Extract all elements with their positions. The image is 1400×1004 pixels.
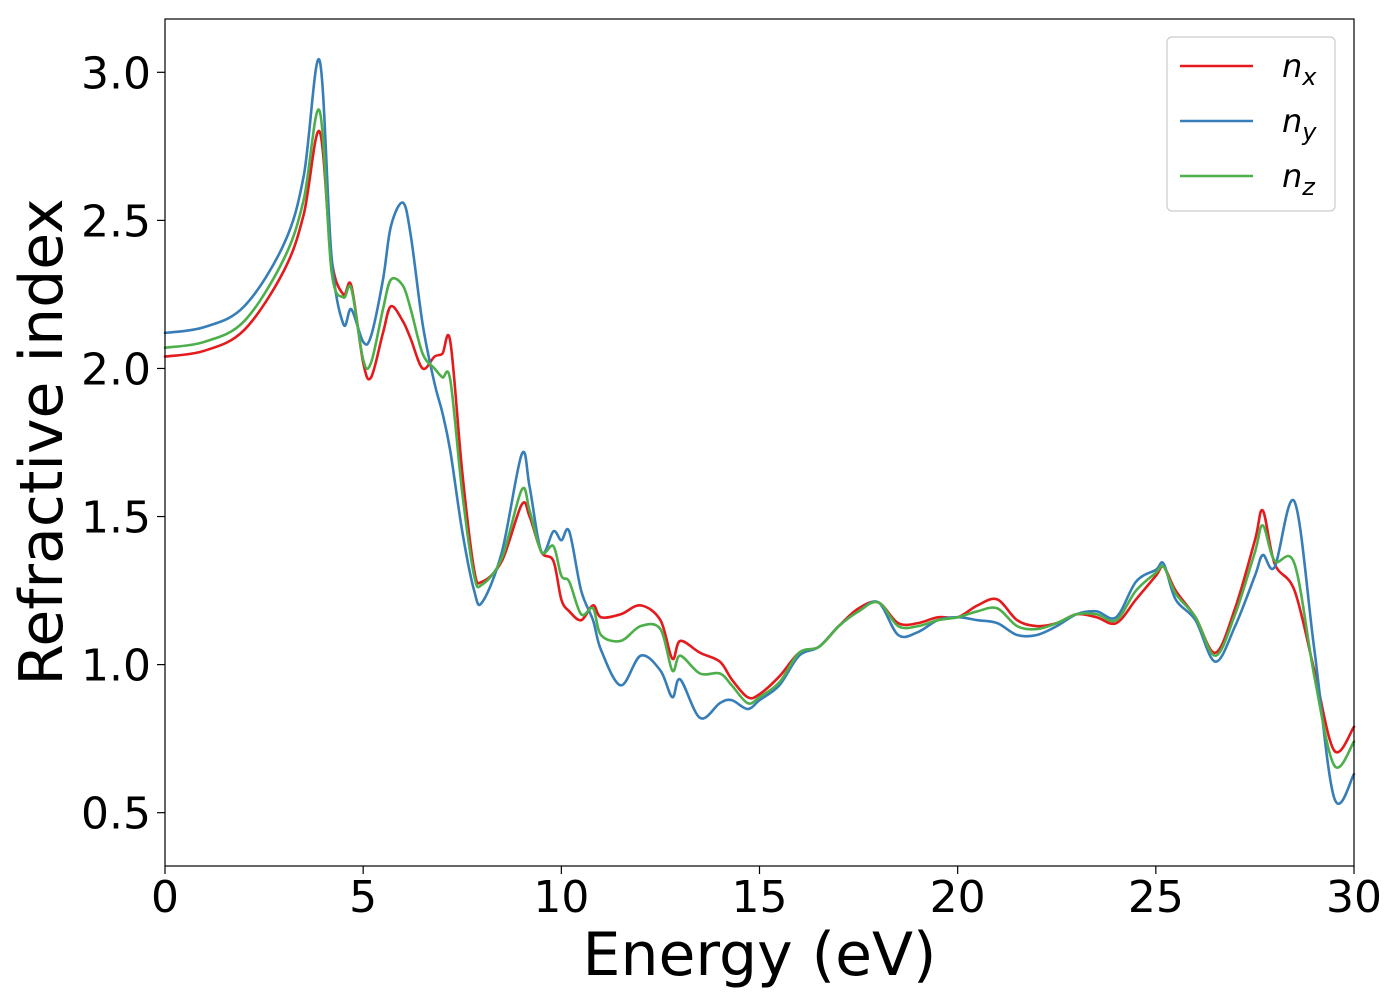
series-layer — [163, 58, 1356, 806]
legend-label-y: ny — [1282, 102, 1317, 146]
y-axis-ticks: 0.5 1.0 1.5 2.0 2.5 3.0 — [81, 48, 165, 840]
x-tick-label: 10 — [533, 872, 589, 923]
y-tick-label: 2.0 — [81, 344, 151, 395]
x-tick-label: 0 — [151, 872, 179, 923]
y-tick-label: 1.0 — [81, 641, 151, 692]
y-tick-label: 1.5 — [81, 493, 151, 544]
y-tick-label: 3.0 — [81, 48, 151, 99]
x-tick-label: 25 — [1128, 872, 1184, 923]
legend-label-z: nz — [1282, 157, 1316, 201]
legend-label-x: nx — [1282, 47, 1317, 91]
y-tick-label: 2.5 — [81, 196, 151, 247]
x-tick-label: 30 — [1326, 872, 1382, 923]
x-axis-label: Energy (eV) — [583, 920, 937, 990]
series-line-x — [163, 129, 1356, 754]
x-axis-ticks: 0 5 10 15 20 25 30 — [151, 866, 1382, 923]
legend: nx ny nz — [1166, 36, 1336, 212]
legend-frame — [1166, 36, 1336, 212]
x-tick-label: 15 — [732, 872, 788, 923]
y-tick-label: 0.5 — [81, 789, 151, 840]
series-line-z — [163, 108, 1356, 769]
x-tick-label: 20 — [930, 872, 986, 923]
series-line-y — [163, 58, 1356, 806]
y-axis-label: Refractive index — [7, 198, 77, 685]
x-tick-label: 5 — [349, 872, 377, 923]
